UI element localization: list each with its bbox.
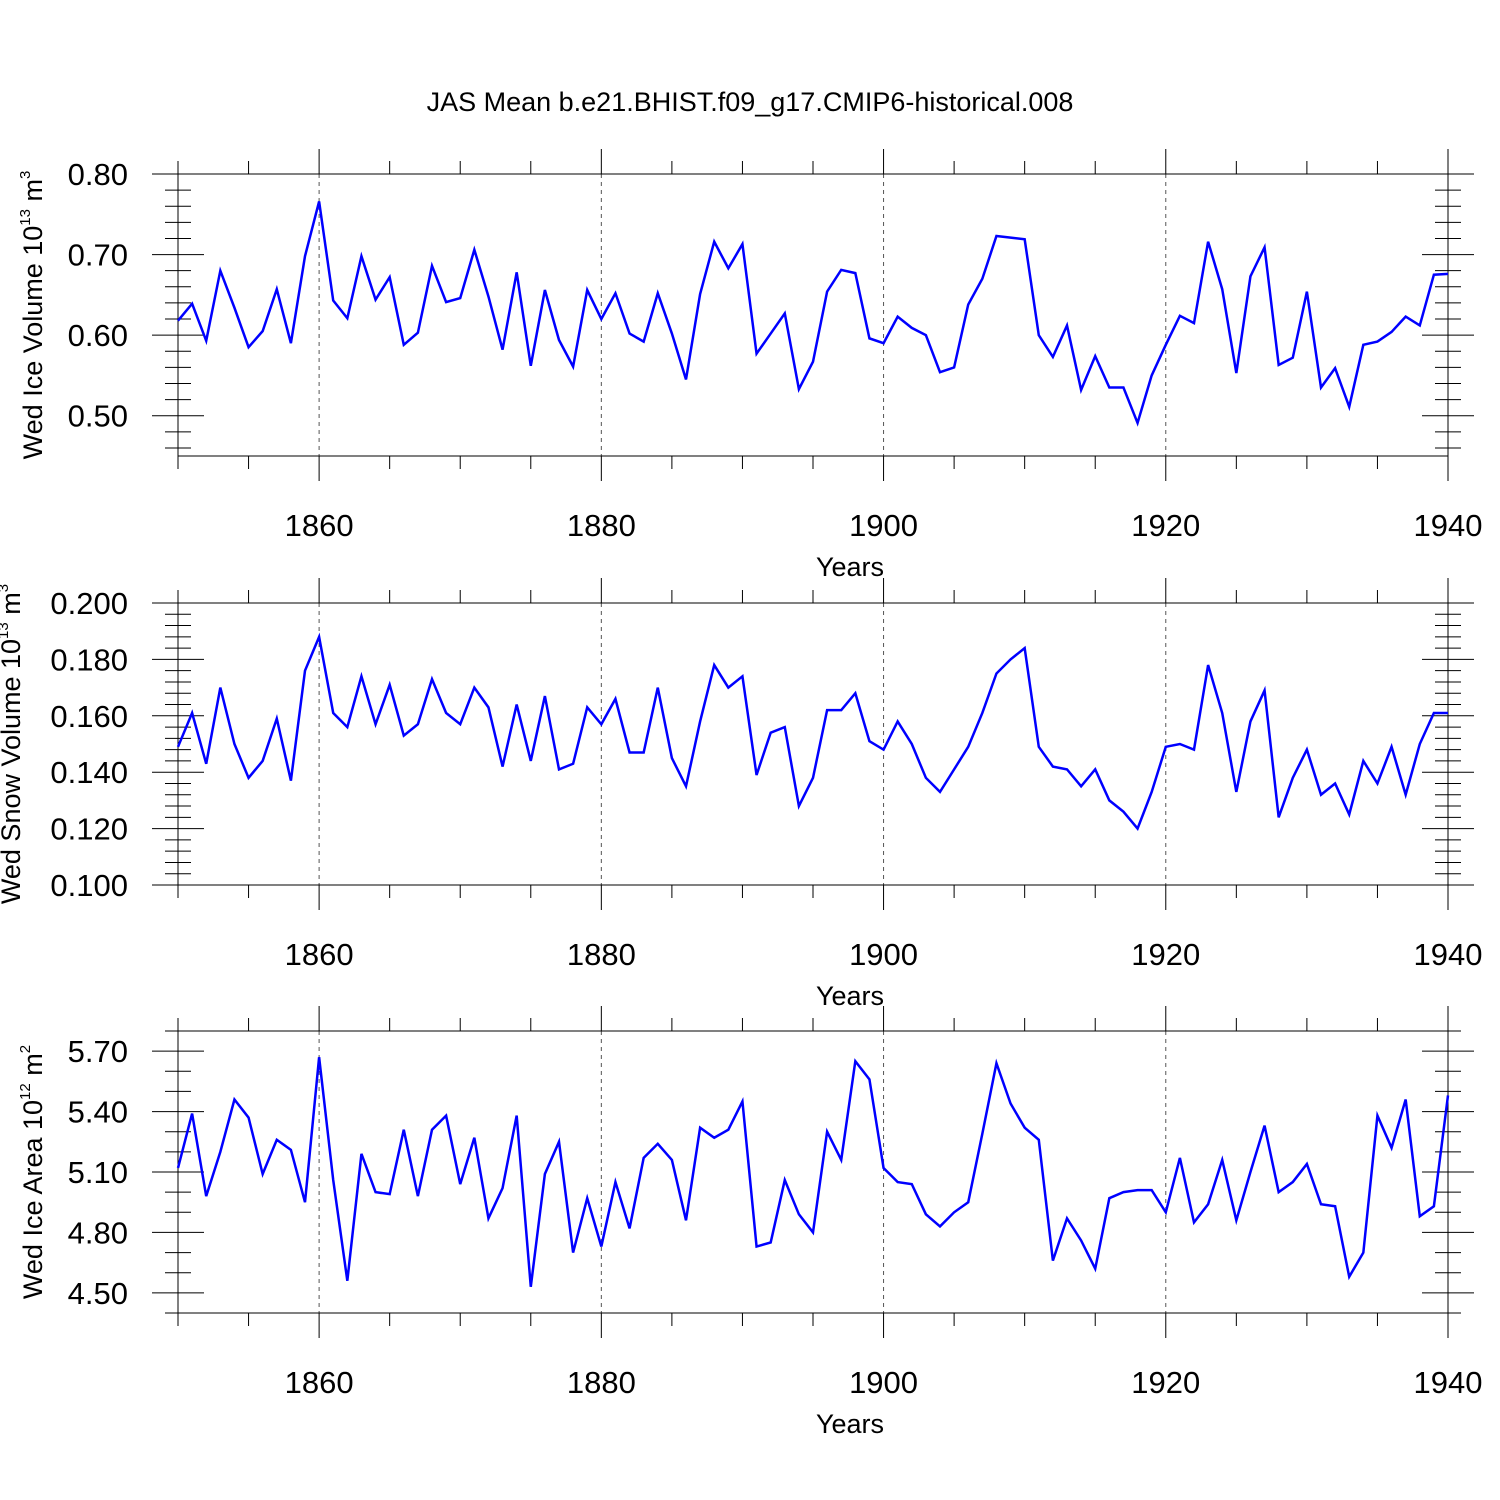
- y-tick-label: 0.70: [68, 238, 128, 273]
- y-axis-label-unit: m: [0, 592, 26, 622]
- y-axis-label: Wed Ice Volume 1013 m3: [17, 171, 48, 460]
- y-axis-label-exponent: 13: [0, 622, 12, 639]
- panel-2: 1860 1880 1900 1920 1940 0.100 0.120 0.140 0.160…: [0, 578, 1482, 1011]
- y-tick-label: 5.70: [68, 1034, 128, 1069]
- x-tick-label: 1860: [285, 1365, 354, 1400]
- y-axis-label-main: Wed Ice Area 10: [18, 1100, 48, 1299]
- y-axis-label-unit: m: [18, 1053, 48, 1083]
- y-tick-label: 0.120: [50, 812, 128, 847]
- y-tick-label: 5.10: [68, 1155, 128, 1190]
- y-tick-label: 4.50: [68, 1276, 128, 1311]
- y-axis-label-exponent: 12: [17, 1083, 34, 1100]
- x-tick-label: 1940: [1414, 508, 1483, 543]
- x-axis-label: Years: [816, 1409, 884, 1439]
- x-tick-label: 1860: [285, 937, 354, 972]
- y-axis-label: Wed Ice Area 1012 m2: [17, 1045, 48, 1299]
- series-line: [177, 201, 1449, 427]
- x-tick-label: 1900: [849, 937, 918, 972]
- x-axis-label: Years: [816, 552, 884, 582]
- series-line: [176, 1057, 1450, 1287]
- x-tick-label: 1880: [567, 937, 636, 972]
- x-axis-label: Years: [816, 981, 884, 1011]
- y-tick-label: 0.160: [50, 699, 128, 734]
- x-tick-label: 1860: [285, 508, 354, 543]
- panel-3: 1860 1880 1900 1920 1940 4.50 4.80 5.10 5.40 5.70…: [17, 1006, 1482, 1439]
- y-tick-label: 4.80: [68, 1215, 128, 1250]
- figure-title: JAS Mean b.e21.BHIST.f09_g17.CMIP6-histo…: [427, 87, 1074, 117]
- x-tick-label: 1880: [567, 1365, 636, 1400]
- y-tick-label: 0.140: [50, 755, 128, 790]
- y-axis-label-exponent: 13: [17, 209, 34, 226]
- y-tick-label: 0.60: [68, 318, 128, 353]
- x-tick-label: 1920: [1131, 937, 1200, 972]
- y-axis-label-main: Wed Snow Volume 10: [0, 639, 26, 904]
- x-tick-label: 1900: [849, 1365, 918, 1400]
- x-tick-label: 1920: [1131, 1365, 1200, 1400]
- y-axis-label: Wed Snow Volume 1013 m3: [0, 584, 26, 904]
- y-tick-label: 0.200: [50, 586, 128, 621]
- y-tick-label: 0.80: [68, 157, 128, 192]
- y-axis-label-unit-exponent: 3: [17, 171, 34, 179]
- x-tick-label: 1940: [1414, 1365, 1483, 1400]
- y-tick-label: 5.40: [68, 1095, 128, 1130]
- y-axis-label-unit: m: [18, 179, 48, 209]
- panels: 1860 1880 1900 1920 1940 0.50 0.60 0.70 0.80 Year…: [0, 149, 1482, 1439]
- x-tick-label: 1940: [1414, 937, 1483, 972]
- y-tick-label: 0.100: [50, 868, 128, 903]
- y-tick-label: 0.50: [68, 399, 128, 434]
- x-tick-label: 1880: [567, 508, 636, 543]
- series-line: [176, 632, 1448, 832]
- x-tick-label: 1920: [1131, 508, 1200, 543]
- x-tick-label: 1900: [849, 508, 918, 543]
- y-tick-label: 0.180: [50, 642, 128, 677]
- y-axis-label-unit-exponent: 2: [17, 1045, 34, 1053]
- panel-1: 1860 1880 1900 1920 1940 0.50 0.60 0.70 0.80 Year…: [17, 149, 1482, 582]
- y-axis-label-unit-exponent: 3: [0, 584, 12, 592]
- y-axis-label-main: Wed Ice Volume 10: [18, 226, 48, 460]
